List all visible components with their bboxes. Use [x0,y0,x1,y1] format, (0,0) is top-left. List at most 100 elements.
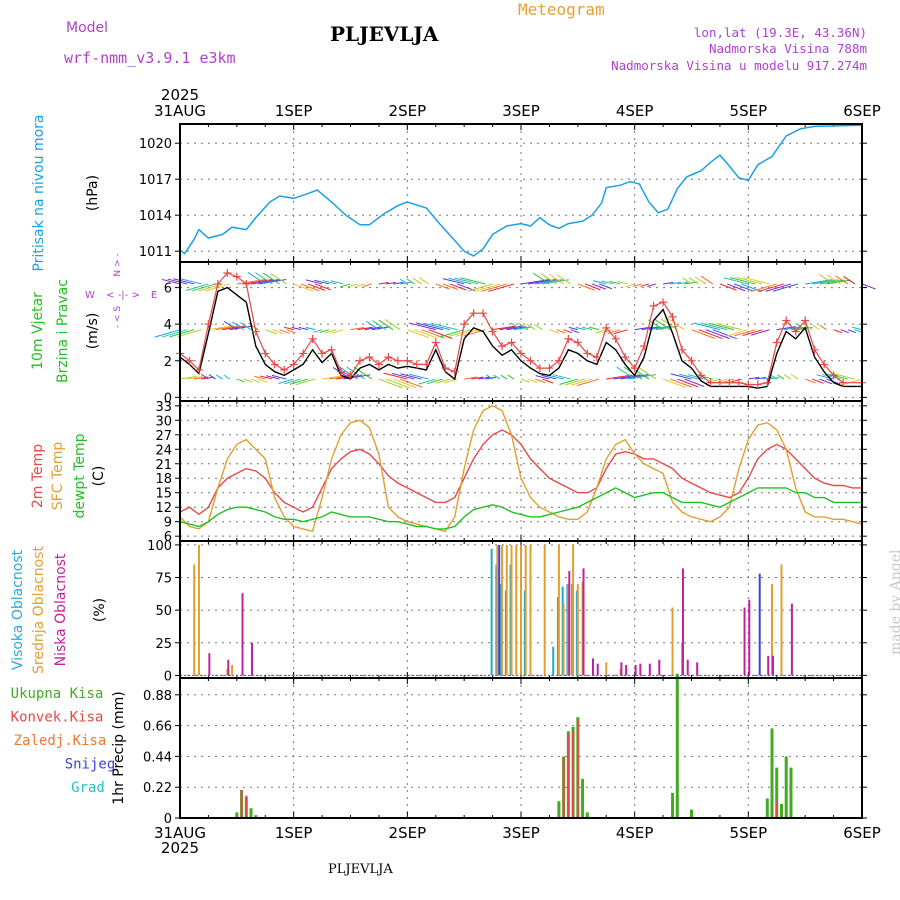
gust-marker [374,360,383,369]
wind-arrow [616,366,635,380]
gust-marker [772,338,781,347]
wind-arrow [468,283,493,292]
wind-arrow [449,283,467,291]
bottom-year-label: 2025 [161,839,199,857]
gust-marker [261,349,270,358]
wind-arrow [208,325,235,331]
gust-marker [308,334,317,343]
wind-arrow [339,283,351,288]
precip-legend-item: Ukupna Kisa [11,686,104,702]
low_cloud-bar [620,662,623,676]
wind-arrow [677,281,689,285]
gust-marker [592,353,601,362]
precip-legend-item: Grad [71,780,105,796]
gust-marker [687,356,696,365]
wind-arrow [662,378,686,389]
wind-arrow [630,366,650,380]
mid_cloud-bar [529,544,532,676]
wind-arrow [730,378,742,383]
compass-east: E [151,290,157,301]
pressure-line [179,124,863,257]
mid_cloud-bar [576,584,579,676]
total_precip-bar [770,728,774,818]
wind-arrow [617,280,628,285]
wind-arrow [305,326,316,331]
wind-arrow [518,322,529,331]
wind-arrow [232,321,245,331]
wind-arrow [243,278,273,285]
wind-arrow [852,326,863,331]
gust-marker [346,371,355,380]
mid_cloud-bar [193,564,196,676]
wind-arrow [777,374,785,380]
wind-arrow [691,329,715,339]
wind-arrow [772,283,799,292]
wind-arrow [464,376,478,380]
wind-arrow [542,279,569,285]
wind-arrow [719,283,737,291]
y-tick-label: 6 [164,282,172,297]
low_cloud-bar [648,663,651,676]
gust-marker [753,380,762,389]
gust-marker [498,342,507,351]
wind-arrow [833,329,842,334]
bottom-day-label: 31AUG [154,824,206,842]
gust-marker [270,360,279,369]
mid_cloud-bar [510,544,513,676]
wind-arrow [682,277,692,285]
wind-arrow [548,273,564,285]
low_cloud-bar [241,593,244,676]
gust-marker [213,279,222,288]
top-day-label: 6SEP [843,102,881,120]
total_precip-bar [235,812,239,818]
wind-arrow [549,329,560,334]
top-day-label: 1SEP [275,102,313,120]
wind-arrow [595,329,607,334]
wind-arrow [362,283,372,287]
wind-arrow [223,320,238,331]
altitude-label: Nadmorska Visina 788m [708,41,867,56]
wind-arrow [270,273,287,285]
low_cloud-bar [227,659,230,676]
mid_cloud-bar [524,544,527,676]
wind-arrow [804,324,813,331]
gust-marker [242,279,251,288]
low_cloud-bar [681,568,684,676]
temp2m-axis-title: 2m Temp [30,444,46,508]
low_cloud-bar [696,662,699,676]
gust-marker [318,349,327,358]
wind-arrow [647,283,657,287]
mid_cloud-bar [505,544,508,676]
gust-marker [706,378,715,387]
wind-arrow [187,376,203,380]
wind-arrow [250,278,280,285]
gust-marker [393,356,402,365]
mid_cloud-bar [557,544,560,676]
wind-arrow [357,326,373,331]
y-tick-label: 15 [155,487,172,502]
total_precip-bar [779,804,783,818]
low_cloud-bar [596,663,599,676]
wind-arrow [506,326,527,331]
wind-arrow [726,283,746,292]
wind-arrow [418,277,429,285]
low_cloud-bar [790,603,793,676]
precip-legend-item: Konvek.Kisa [11,710,104,726]
wind-arrow [694,276,706,285]
wind-arrow [716,323,742,331]
wind-arrow [700,322,728,331]
wind-arrow [435,378,451,384]
low_cloud-bar [250,642,253,676]
footer-location: PLJEVLJA [328,862,393,877]
compass-cross: < -|- > [106,290,140,301]
wind-arrow [300,283,320,292]
model-label: Model [66,20,109,36]
gust-marker [583,349,592,358]
mid_cloud-bar [496,544,499,676]
wind-arrow [535,375,550,380]
y-tick-label: 0 [164,391,172,406]
wind-arrow [154,329,181,338]
wind-arrow [593,280,607,285]
top-day-label: 3SEP [502,102,540,120]
compass-west: W [85,290,95,301]
